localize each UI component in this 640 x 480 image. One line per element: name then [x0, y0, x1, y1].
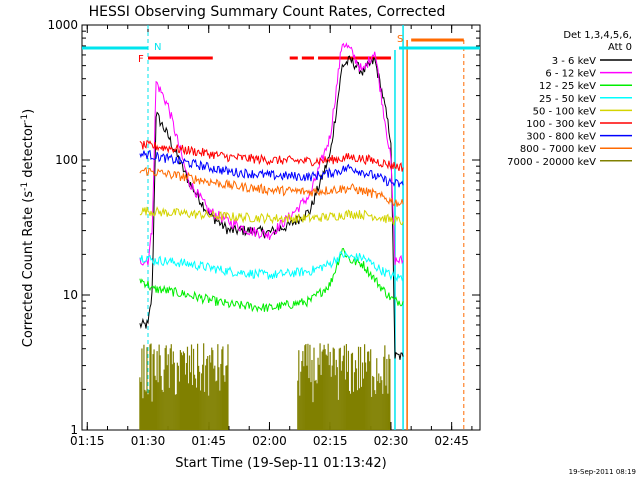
legend-title-line2: Att 0: [608, 42, 632, 53]
y-axis-label-part1: Corrected Count Rate (s: [21, 191, 36, 348]
chart-title: HESSI Observing Summary Count Rates, Cor…: [89, 4, 446, 20]
y-tick-label: 1000: [47, 18, 78, 32]
x-tick-label: 02:00: [252, 434, 287, 448]
legend-label: 100 - 300 keV: [526, 119, 596, 130]
legend-label: 25 - 50 keV: [539, 94, 596, 105]
series-line-7: [139, 166, 404, 207]
y-axis-label-sup2: -1: [20, 114, 30, 123]
x-tick-label: 01:15: [70, 434, 105, 448]
series-line-4: [139, 206, 404, 226]
y-axis-label-part3: ): [21, 109, 36, 114]
y-tick-label: 100: [55, 153, 78, 167]
y-axis-label-sup1: -1: [20, 182, 30, 191]
x-axis-label: Start Time (19-Sep-11 01:13:42): [175, 456, 386, 471]
y-axis-label: Corrected Count Rate (s-1 detector-1): [20, 109, 36, 347]
legend-label: 50 - 100 keV: [533, 106, 597, 117]
legend-label: 12 - 25 keV: [539, 81, 596, 92]
series-line-6: [139, 149, 404, 188]
y-tick-label: 1: [70, 423, 78, 437]
x-tick-label: 02:45: [434, 434, 469, 448]
series-line-5: [139, 140, 404, 172]
series-line-3: [139, 250, 404, 283]
series-line-2: [139, 247, 404, 313]
plot-frame: [81, 24, 481, 431]
legend-label: 6 - 12 keV: [545, 69, 596, 80]
legend-label: 800 - 7000 keV: [520, 144, 596, 155]
y-axis-ticks: 1 10 100 1000: [47, 18, 480, 437]
x-tick-label: 02:15: [313, 434, 348, 448]
legend: Det 1,3,4,5,6, Att 0 3 - 6 keV 6 - 12 keV…: [507, 30, 632, 168]
x-axis-ticks: 01:15 01:30 01:45 02:00 02:15 02:30 02:45: [70, 25, 473, 448]
flags-layer: FN S: [82, 25, 480, 430]
legend-title-line1: Det 1,3,4,5,6,: [563, 30, 632, 41]
flag-label-s: S: [397, 34, 403, 45]
x-tick-label: 02:30: [374, 434, 409, 448]
footer-date: 19-Sep-2011 08:19: [569, 468, 636, 476]
legend-label: 3 - 6 keV: [552, 56, 596, 67]
series-layer: [139, 42, 404, 430]
x-tick-label: 01:30: [131, 434, 166, 448]
flag-label-n: N: [154, 42, 161, 53]
y-tick-label: 10: [63, 288, 78, 302]
flag-label-f: F: [138, 54, 144, 65]
x-tick-label: 01:45: [191, 434, 226, 448]
legend-label: 7000 - 20000 keV: [507, 157, 596, 168]
y-axis-label-part2: detector: [21, 122, 36, 182]
legend-label: 300 - 800 keV: [526, 132, 596, 143]
